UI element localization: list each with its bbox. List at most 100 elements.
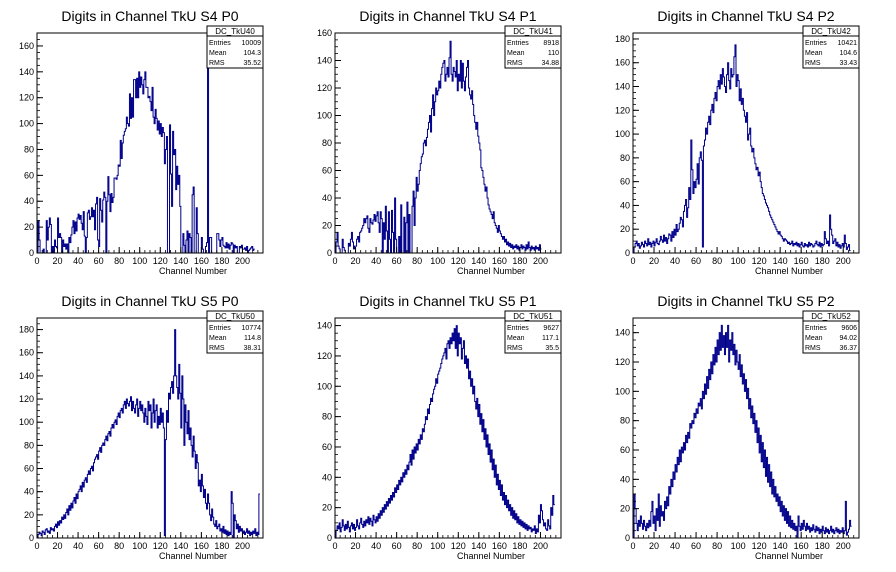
y-tick-label: 160 (19, 348, 34, 358)
x-tick-label: 180 (214, 256, 229, 266)
x-tick-label: 180 (512, 256, 527, 266)
y-tick-label: 80 (322, 412, 332, 422)
plot-frame (632, 32, 860, 254)
x-axis-label: Channel Number (457, 551, 525, 561)
stats-value: 104.3 (243, 50, 261, 57)
stats-key: Entries (209, 40, 231, 47)
stats-key: Mean (209, 335, 227, 342)
x-tick-label: 0 (34, 541, 39, 551)
stats-key: Mean (805, 50, 823, 57)
x-tick-label: 120 (153, 256, 168, 266)
y-tick-label: 100 (19, 417, 34, 427)
y-tick-label: 80 (24, 144, 34, 154)
stats-value: 34.88 (541, 60, 559, 67)
stats-value: 10421 (838, 40, 858, 47)
stats-key: Entries (805, 40, 827, 47)
histogram-line (37, 45, 255, 254)
stats-key: RMS (507, 345, 523, 352)
x-axis-label: Channel Number (755, 551, 823, 561)
histogram-line (335, 40, 542, 254)
histogram-panel-1: Digits in Channel TkU S4 P1 0 20 40 60 80 100 1… (317, 8, 562, 276)
x-tick-label: 140 (773, 256, 788, 266)
stats-value: 35.5 (545, 345, 559, 352)
x-tick-label: 160 (492, 541, 507, 551)
x-tick-label: 60 (691, 256, 701, 266)
stats-value: 9606 (841, 325, 857, 332)
y-tick-label: 20 (24, 222, 34, 232)
y-tick-label: 120 (615, 357, 630, 367)
y-tick-label: 100 (19, 119, 34, 129)
y-tick-label: 60 (24, 170, 34, 180)
x-tick-label: 60 (94, 541, 104, 551)
x-tick-label: 120 (153, 541, 168, 551)
x-tick-label: 160 (492, 256, 507, 266)
y-tick-label: 80 (322, 138, 332, 148)
y-tick-label: 120 (615, 105, 630, 115)
x-tick-label: 120 (752, 541, 767, 551)
histogram-panel-5: Digits in Channel TkU S5 P2 0 20 40 60 80 100 1… (615, 293, 860, 561)
x-tick-label: 40 (670, 541, 680, 551)
x-tick-label: 60 (691, 541, 701, 551)
x-tick-label: 40 (371, 541, 381, 551)
y-tick-label: 120 (317, 83, 332, 93)
y-tick-label: 140 (615, 82, 630, 92)
stats-value: 110 (548, 50, 559, 57)
y-tick-label: 140 (19, 67, 34, 77)
stats-box (802, 25, 860, 69)
x-tick-label: 200 (836, 541, 851, 551)
y-tick-label: 20 (24, 510, 34, 520)
y-tick-label: 60 (620, 445, 630, 455)
y-tick-label: 20 (322, 221, 332, 231)
x-tick-label: 40 (371, 256, 381, 266)
x-tick-label: 180 (815, 256, 830, 266)
chart-title: Digits in Channel TkU S5 P0 (61, 293, 238, 309)
x-tick-label: 100 (731, 256, 746, 266)
stats-key: RMS (209, 345, 225, 352)
stats-key: Mean (209, 50, 227, 57)
x-tick-label: 140 (173, 256, 188, 266)
y-tick-label: 140 (19, 371, 34, 381)
stats-key: Entries (805, 325, 827, 332)
y-tick-label: 180 (615, 34, 630, 44)
stats-key: Mean (805, 335, 823, 342)
x-tick-label: 20 (649, 256, 659, 266)
x-tick-label: 100 (731, 541, 746, 551)
histogram-panel-3: Digits in Channel TkU S5 P0 0 20 40 60 80 100 1… (19, 293, 264, 561)
y-tick-label: 80 (24, 440, 34, 450)
stats-key: RMS (209, 60, 225, 67)
y-tick-label: 160 (19, 41, 34, 51)
x-axis-label: Channel Number (159, 551, 227, 561)
x-tick-label: 160 (194, 541, 209, 551)
stats-value: 10009 (242, 40, 262, 47)
stats-title: DC_TkU42 (811, 27, 851, 36)
x-tick-label: 180 (815, 541, 830, 551)
y-tick-label: 100 (615, 386, 630, 396)
x-tick-label: 20 (351, 256, 361, 266)
x-tick-label: 160 (794, 541, 809, 551)
x-tick-label: 200 (836, 256, 851, 266)
stats-value: 10774 (242, 325, 262, 332)
stats-title: DC_TkU51 (513, 312, 553, 321)
x-tick-label: 200 (235, 256, 250, 266)
stats-key: RMS (507, 60, 523, 67)
stats-value: 38.31 (243, 345, 261, 352)
y-tick-label: 100 (317, 381, 332, 391)
x-tick-label: 160 (794, 256, 809, 266)
x-tick-label: 20 (649, 541, 659, 551)
x-tick-label: 140 (773, 541, 788, 551)
histogram-line (37, 329, 260, 539)
y-tick-label: 80 (620, 153, 630, 163)
x-tick-label: 0 (630, 541, 635, 551)
chart-title: Digits in Channel TkU S4 P2 (657, 8, 834, 24)
x-tick-label: 0 (630, 256, 635, 266)
x-tick-label: 40 (73, 541, 83, 551)
stats-box (802, 310, 860, 354)
y-tick-label: 0 (327, 248, 332, 258)
x-tick-label: 60 (392, 256, 402, 266)
y-tick-label: 120 (19, 394, 34, 404)
stats-value: 36.37 (839, 345, 857, 352)
histogram-panel-2: Digits in Channel TkU S4 P2 0 20 40 60 80 100 1… (615, 8, 860, 276)
x-tick-label: 20 (53, 256, 63, 266)
x-tick-label: 100 (430, 256, 445, 266)
